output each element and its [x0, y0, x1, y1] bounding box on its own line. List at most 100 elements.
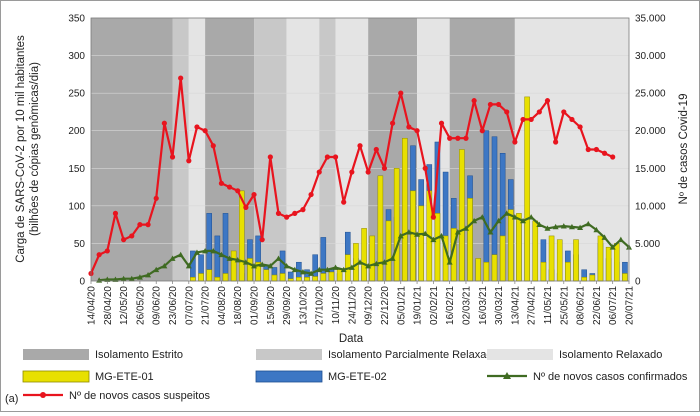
legend-swatch-ete02 — [255, 370, 323, 383]
phase-band-relaxado — [514, 18, 629, 281]
confirmados-point — [414, 231, 421, 237]
phase-band-estrito — [205, 18, 255, 281]
bar-ete01 — [214, 276, 221, 282]
bar-ete01 — [361, 228, 367, 282]
x-tick-label: 10/11/20 — [331, 286, 342, 325]
legend-marker-suspeitos — [40, 392, 46, 398]
suspeitos-point — [324, 154, 330, 160]
y-right-tick: 0 — [635, 277, 641, 288]
confirmados-point — [145, 271, 152, 278]
panel-label: (a) — [5, 393, 18, 405]
x-tick-label: 02/02/21 — [429, 286, 440, 325]
suspeitos-point — [316, 169, 322, 175]
confirmados-point — [568, 223, 575, 230]
legend-label-relaxado: Isolamento Relaxado — [559, 349, 662, 361]
bar-ete02 — [214, 235, 221, 282]
confirmados-point — [316, 266, 323, 273]
confirmados-point — [291, 266, 298, 273]
y-left-tick: 50 — [74, 239, 86, 250]
bar-ete01 — [402, 137, 408, 282]
bar-ete01 — [516, 213, 522, 282]
bar-ete01 — [475, 258, 481, 282]
x-tick-label: 13/04/21 — [510, 286, 521, 325]
y-left-tick: 250 — [68, 89, 85, 100]
suspeitos-point — [251, 191, 257, 198]
confirmados-point — [503, 210, 510, 216]
suspeitos-point — [178, 75, 184, 81]
confirmados-point — [242, 259, 249, 265]
suspeitos-point — [390, 120, 396, 126]
confirmados-point — [153, 266, 160, 273]
suspeitos-point — [161, 120, 167, 126]
suspeitos-point — [406, 124, 412, 130]
suspeitos-point — [528, 116, 534, 123]
suspeitos-point — [341, 199, 347, 205]
confirmados-point — [422, 230, 429, 237]
legend-label-suspeitos: Nº de novos casos suspeitos — [69, 390, 210, 402]
suspeitos-point — [373, 146, 379, 153]
confirmados-point — [617, 236, 624, 243]
x-tick-label: 22/12/20 — [380, 286, 391, 325]
confirmados-point — [267, 262, 274, 269]
confirmados-point — [520, 217, 527, 224]
bar-ete01 — [532, 220, 539, 282]
x-tick-label: 11/05/21 — [543, 286, 554, 325]
y-left-tick: 150 — [68, 164, 85, 175]
bar-ete01 — [622, 273, 628, 282]
bar-ete01 — [589, 274, 596, 282]
x-tick-label: 21/07/20 — [201, 286, 212, 325]
suspeitos-point — [553, 139, 559, 145]
confirmados-point — [609, 244, 616, 250]
bar-ete01 — [565, 261, 571, 282]
bar-ete01 — [556, 239, 563, 282]
confirmados-point — [397, 232, 404, 239]
suspeitos-point — [610, 154, 616, 160]
suspeitos-point — [129, 233, 135, 239]
x-tick-label: 28/04/20 — [103, 286, 114, 325]
x-tick-label: 16/03/21 — [478, 286, 489, 325]
confirmados-point — [438, 232, 445, 239]
phase-band-parcial — [319, 18, 336, 281]
legend: Isolamento Estrito Isolamento Parcialment… — [22, 349, 688, 402]
y-right-tick: 25.000 — [635, 89, 666, 100]
suspeitos-point — [308, 191, 314, 198]
x-tick-label: 30/03/21 — [494, 286, 505, 325]
y-left-axis-title-line1: Carga de SARS-CoV-2 por 10 mil habitante… — [15, 35, 27, 263]
legend-swatch-relaxado — [487, 349, 553, 360]
confirmados-point — [128, 275, 135, 282]
legend-swatch-parcial — [256, 349, 322, 360]
suspeitos-point — [601, 150, 608, 156]
confirmados-point — [226, 255, 233, 261]
confirmados-point — [528, 214, 535, 220]
bar-ete01 — [491, 254, 498, 282]
confirmados-point — [275, 255, 282, 261]
suspeitos-point — [210, 143, 216, 149]
suspeitos-point — [243, 204, 249, 210]
confirmados-point — [577, 224, 584, 231]
confirmados-point — [536, 221, 543, 228]
bar-ete01 — [605, 246, 612, 282]
suspeitos-point — [365, 169, 371, 175]
bar-ete01 — [222, 273, 229, 282]
x-tick-label: 23/06/20 — [168, 286, 179, 325]
confirmados-point — [593, 226, 600, 233]
bar-ete02 — [483, 130, 490, 282]
confirmados-point — [552, 223, 559, 230]
suspeitos-point — [349, 169, 355, 175]
confirmados-point — [544, 225, 551, 231]
x-tick-label: 29/09/20 — [282, 286, 293, 325]
confirmados-point — [430, 236, 437, 243]
confirmados-point — [169, 255, 176, 261]
legend-label-ete01: MG-ETE-01 — [95, 371, 154, 383]
bar-ete01 — [581, 276, 587, 282]
x-tick-label: 05/01/21 — [396, 286, 407, 325]
x-tick-label: 12/05/20 — [119, 286, 130, 325]
suspeitos-point — [447, 135, 453, 141]
x-tick-label: 24/11/20 — [347, 286, 358, 325]
confirmados-point — [446, 259, 453, 265]
bar-ete01 — [279, 273, 286, 282]
bar-ete01 — [190, 276, 196, 282]
bar-ete01 — [499, 235, 506, 282]
bar-ete01 — [597, 235, 604, 282]
